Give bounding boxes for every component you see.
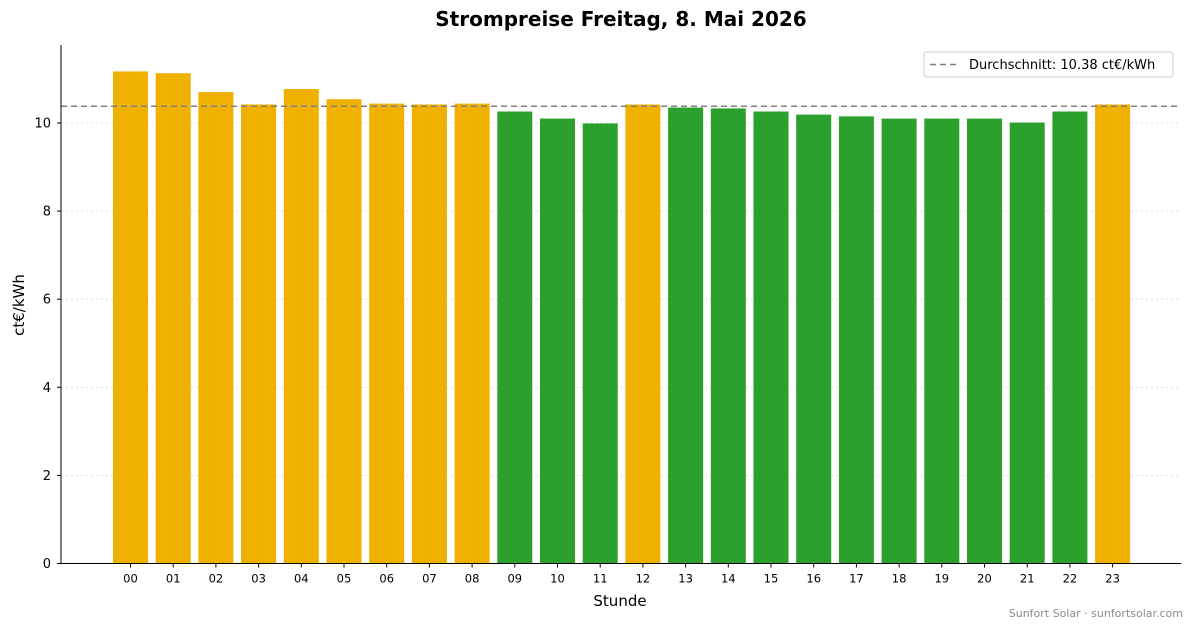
x-tick-label: 10 (550, 572, 565, 586)
bar-13 (668, 107, 704, 564)
x-tick-label: 23 (1105, 572, 1120, 586)
bar-23 (1095, 104, 1131, 564)
x-tick-label: 13 (678, 572, 693, 586)
bar-17 (838, 116, 874, 564)
y-tick-label: 0 (43, 557, 51, 572)
footer-credit: Sunfort Solar · sunfortsolar.com (1008, 607, 1183, 620)
bar-12 (625, 104, 661, 564)
y-tick-label: 6 (43, 293, 51, 308)
x-tick-label: 20 (977, 572, 992, 586)
x-tick-label: 03 (251, 572, 266, 586)
x-ticks: 00 01 02 03 04 05 06 07 08 09 10 11 12 13 14 15 16 17 18 19… (123, 563, 1120, 586)
bar-01 (155, 73, 191, 564)
x-tick-label: 18 (892, 572, 907, 586)
legend-box (923, 51, 1174, 78)
y-tick-label: 8 (43, 205, 51, 220)
bar-20 (967, 118, 1002, 564)
x-tick-label: 07 (422, 572, 437, 586)
y-axis-label: ct€/kWh (10, 274, 28, 336)
x-tick-label: 22 (1063, 572, 1078, 586)
axes (60, 45, 1181, 564)
x-tick-label: 14 (721, 572, 736, 586)
bar-11 (582, 123, 618, 564)
x-tick-label: 21 (1020, 572, 1035, 586)
legend: Durchschnitt: 10.38 ct€/kWh (923, 51, 1174, 78)
bars (113, 71, 1131, 564)
bar-06 (369, 103, 405, 564)
x-tick-label: 05 (337, 572, 352, 586)
bar-00 (113, 71, 148, 564)
x-axis-label: Stunde (593, 592, 646, 610)
bar-22 (1052, 111, 1088, 564)
y-tick-label: 10 (34, 116, 51, 131)
x-tick-label: 04 (294, 572, 309, 586)
bar-10 (540, 118, 575, 564)
bar-21 (1009, 122, 1045, 564)
x-tick-label: 16 (806, 572, 821, 586)
x-tick-label: 06 (379, 572, 394, 586)
legend-label-average: Durchschnitt: 10.38 ct€/kWh (969, 58, 1155, 73)
bar-08 (454, 103, 490, 564)
bar-19 (924, 118, 960, 564)
chart-title: Strompreise Freitag, 8. Mai 2026 (435, 7, 806, 31)
y-ticks: 0 2 4 6 8 10 (34, 116, 61, 572)
y-tick-label: 2 (43, 469, 51, 484)
bar-03 (241, 104, 277, 564)
x-tick-label: 09 (507, 572, 522, 586)
x-tick-label: 17 (849, 572, 864, 586)
x-tick-label: 15 (764, 572, 779, 586)
x-tick-label: 02 (209, 572, 224, 586)
x-tick-label: 01 (166, 572, 181, 586)
y-tick-label: 4 (43, 381, 51, 396)
bar-18 (881, 118, 917, 564)
x-tick-label: 08 (465, 572, 480, 586)
bar-05 (326, 99, 362, 564)
bar-02 (198, 92, 234, 564)
bar-15 (753, 111, 789, 564)
x-tick-label: 12 (636, 572, 651, 586)
bar-04 (283, 89, 319, 564)
bar-14 (710, 108, 746, 564)
bar-07 (411, 104, 447, 564)
bar-16 (796, 114, 832, 564)
x-tick-label: 19 (934, 572, 949, 586)
x-tick-label: 11 (593, 572, 608, 586)
bar-09 (497, 111, 533, 564)
x-tick-label: 00 (123, 572, 138, 586)
